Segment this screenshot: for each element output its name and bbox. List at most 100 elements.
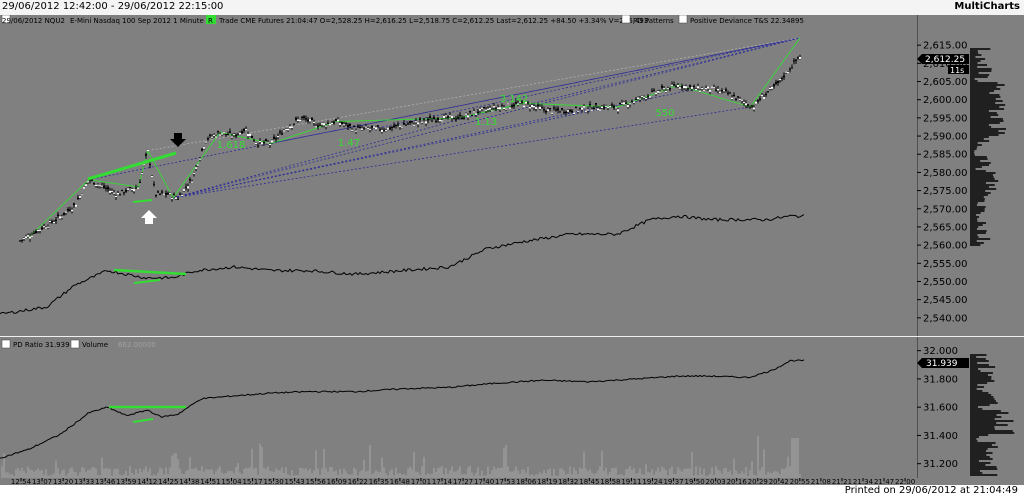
price-bar [603, 106, 605, 109]
price-bar [61, 216, 63, 218]
study2-close-box[interactable] [678, 14, 688, 24]
price-bar [323, 123, 325, 126]
price-bar [525, 102, 527, 104]
price-bar [739, 98, 741, 100]
price-bar [455, 118, 457, 120]
price-tick-label: 2,585.00 [923, 150, 968, 161]
study1-close-box[interactable] [621, 14, 631, 24]
price-bar [359, 126, 361, 128]
price-bar [763, 97, 765, 99]
price-bar [433, 117, 435, 120]
time-tick-label: 17:53 [495, 478, 515, 485]
r-tag-box[interactable] [206, 15, 216, 24]
volume-close-box[interactable] [70, 339, 80, 349]
price-bar [221, 133, 223, 135]
price-bar [543, 109, 545, 111]
price-bar [191, 181, 193, 183]
price-bar [759, 98, 761, 100]
pattern-label: 1.618 [217, 140, 246, 151]
price-bar [609, 105, 611, 107]
footer: Printed on 29/06/2012 at 21:04:49 [0, 485, 1024, 497]
price-bar [217, 131, 219, 133]
price-bar [517, 103, 519, 105]
price-bar [369, 128, 371, 130]
price-bar [307, 119, 309, 122]
time-tick-label: 15:04 [221, 478, 242, 485]
price-pane[interactable] [0, 15, 917, 336]
price-bar [375, 127, 377, 130]
price-bar [625, 102, 627, 104]
price-bar [367, 128, 369, 130]
price-bar [109, 190, 111, 193]
time-tick-label: 17:14 [432, 478, 453, 485]
price-bar [275, 138, 277, 140]
price-bar [81, 194, 83, 196]
chart-svg[interactable]: 29/06/2012 NQU2 E-Mini Nasdaq 100 Sep 20… [0, 14, 1024, 486]
price-bar [401, 126, 403, 128]
price-bar [643, 96, 645, 98]
price-bar [459, 114, 461, 116]
price-bar [615, 107, 617, 109]
time-axis: 12:54 13:07 13:20 13:33 13:46 13:59 14:12 14:25… [11, 478, 915, 486]
ratio-tick-label: 31.600 [923, 403, 958, 414]
price-tick-label: 2,570.00 [923, 204, 968, 215]
price-bar [83, 187, 85, 189]
price-bar [719, 91, 721, 93]
price-bar [651, 90, 653, 92]
price-bar [521, 101, 523, 103]
price-bar [337, 119, 339, 122]
price-bar [729, 92, 731, 94]
price-bar [247, 134, 249, 137]
time-tick-label: 15:43 [285, 478, 305, 485]
pd-ratio-close-box[interactable] [1, 339, 11, 349]
indicator-axis: 32.000 31.800 31.600 31.400 31.200 [917, 346, 958, 470]
price-bar [741, 99, 743, 101]
price-bar [757, 100, 759, 102]
price-bar [395, 124, 397, 126]
price-bar [539, 106, 541, 109]
price-bar [587, 109, 589, 111]
price-bar [655, 92, 657, 95]
price-bar [591, 109, 593, 111]
price-bar [743, 101, 745, 103]
price-bar [213, 134, 215, 136]
price-bar [319, 124, 321, 126]
price-bar [165, 193, 167, 195]
price-bar [541, 107, 543, 109]
price-bar [73, 203, 75, 205]
header-close-box[interactable] [1, 14, 11, 24]
price-bar [357, 126, 359, 128]
price-bar [469, 110, 471, 113]
time-axis-pane [0, 478, 1024, 485]
price-bar [45, 227, 47, 229]
price-bar [403, 122, 405, 125]
price-bar [619, 102, 621, 105]
price-bar [645, 98, 647, 100]
price-bar [27, 235, 29, 237]
time-tick-label: 17:01 [411, 478, 431, 485]
price-bar [799, 57, 801, 59]
price-bar [641, 95, 643, 97]
price-bar [241, 131, 243, 134]
price-bar [447, 116, 449, 118]
time-tick-label: 20:42 [769, 478, 789, 485]
pattern-label: 1.47 [338, 138, 360, 149]
time-tick-label: 15:30 [264, 478, 284, 485]
price-bar [639, 98, 641, 100]
chart-area[interactable]: 29/06/2012 NQU2 E-Mini Nasdaq 100 Sep 20… [0, 14, 1024, 486]
price-bar [493, 106, 495, 108]
price-bar [273, 136, 275, 139]
price-bar [77, 197, 79, 200]
price-bar [141, 173, 143, 175]
price-bar [691, 87, 693, 89]
pattern-label: 550 [655, 108, 674, 119]
price-bar [131, 188, 133, 191]
price-bar [649, 96, 651, 98]
price-bar [485, 109, 487, 111]
last-price-label: 2,612.25 [925, 55, 965, 65]
time-tick-label: 13:46 [95, 478, 116, 485]
symbol-label: 29/06/2012 NQU2 [2, 17, 65, 25]
time-tick-label: 21:21 [832, 478, 852, 485]
price-bar [339, 123, 341, 125]
price-bar [173, 194, 175, 196]
